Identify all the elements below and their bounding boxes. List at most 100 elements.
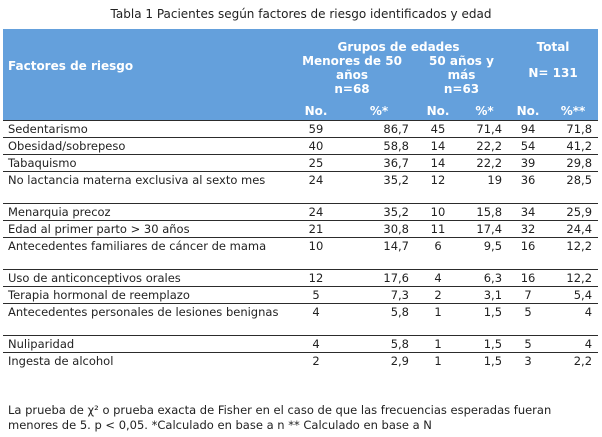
risk-factor-label: Obesidad/sobrepeso [3, 137, 289, 155]
table-row: Terapia hormonal de reemplazo 5 7,3 2 3,1 7 5,… [3, 286, 599, 304]
header-no: No. [508, 102, 549, 121]
percent-cell: 12,2 [548, 237, 599, 270]
count-cell: 1 [415, 303, 461, 336]
count-cell: 14 [415, 154, 461, 172]
percent-cell: 6,3 [461, 269, 509, 287]
percent-cell: 4 [548, 335, 599, 353]
percent-cell: 7,3 [343, 286, 415, 304]
percent-cell: 29,8 [548, 154, 599, 172]
percent-cell: 17,4 [461, 220, 509, 238]
count-cell: 24 [289, 203, 343, 221]
header-total: Total [508, 29, 599, 54]
count-cell: 12 [289, 269, 343, 287]
percent-cell: 58,8 [343, 137, 415, 155]
percent-cell: 22,2 [461, 154, 509, 172]
count-cell: 94 [508, 120, 549, 138]
table-row: Nuliparidad 4 5,8 1 1,5 5 4 [3, 335, 599, 353]
percent-cell: 5,8 [343, 303, 415, 336]
count-cell: 32 [508, 220, 549, 238]
count-cell: 16 [508, 237, 549, 270]
table-row: Tabaquismo 25 36,7 14 22,2 39 29,8 [3, 154, 599, 172]
table-row: Antecedentes personales de lesiones beni… [3, 303, 599, 336]
count-cell: 45 [415, 120, 461, 138]
count-cell: 11 [415, 220, 461, 238]
count-cell: 12 [415, 171, 461, 204]
table-caption: Tabla 1 Pacientes según factores de ries… [110, 7, 492, 21]
count-cell: 3 [508, 352, 549, 370]
count-cell: 1 [415, 335, 461, 353]
count-cell: 2 [415, 286, 461, 304]
percent-cell: 36,7 [343, 154, 415, 172]
percent-cell: 41,2 [548, 137, 599, 155]
count-cell: 10 [415, 203, 461, 221]
count-cell: 39 [508, 154, 549, 172]
risk-factors-table: Factores de riesgo Grupos de edades Tota… [3, 29, 599, 370]
header-pct: %* [461, 102, 509, 121]
count-cell: 16 [508, 269, 549, 287]
count-cell: 1 [415, 352, 461, 370]
count-cell: 4 [289, 303, 343, 336]
header-blank [3, 102, 289, 121]
header-risk-factors: Factores de riesgo [3, 29, 289, 102]
count-cell: 14 [415, 137, 461, 155]
count-cell: 7 [508, 286, 549, 304]
table-row: Menarquia precoz 24 35,2 10 15,8 34 25,9 [3, 203, 599, 221]
risk-factor-label: Antecedentes personales de lesiones beni… [3, 303, 289, 336]
risk-factor-label: Tabaquismo [3, 154, 289, 172]
header-no: No. [289, 102, 343, 121]
percent-cell: 14,7 [343, 237, 415, 270]
percent-cell: 35,2 [343, 171, 415, 204]
risk-factor-label: Uso de anticonceptivos orales [3, 269, 289, 287]
header-age-groups: Grupos de edades [289, 29, 509, 54]
count-cell: 2 [289, 352, 343, 370]
percent-cell: 5,8 [343, 335, 415, 353]
percent-cell: 3,1 [461, 286, 509, 304]
table-row: Obesidad/sobrepeso 40 58,8 14 22,2 54 41,2 [3, 137, 599, 155]
count-cell: 6 [415, 237, 461, 270]
risk-factor-label: Antecedentes familiares de cáncer de mam… [3, 237, 289, 270]
count-cell: 36 [508, 171, 549, 204]
table-row: Antecedentes familiares de cáncer de mam… [3, 237, 599, 270]
count-cell: 10 [289, 237, 343, 270]
percent-cell: 28,5 [548, 171, 599, 204]
risk-factor-label: Menarquia precoz [3, 203, 289, 221]
percent-cell: 17,6 [343, 269, 415, 287]
header-group-50-plus: 50 años y más n=63 [415, 54, 509, 102]
percent-cell: 12,2 [548, 269, 599, 287]
risk-factor-label: Ingesta de alcohol [3, 352, 289, 370]
header-pct-total: %** [548, 102, 599, 121]
percent-cell: 35,2 [343, 203, 415, 221]
percent-cell: 1,5 [461, 303, 509, 336]
risk-factor-label: Sedentarismo [3, 120, 289, 138]
percent-cell: 1,5 [461, 335, 509, 353]
count-cell: 40 [289, 137, 343, 155]
percent-cell: 4 [548, 303, 599, 336]
count-cell: 21 [289, 220, 343, 238]
risk-factor-label: Nuliparidad [3, 335, 289, 353]
risk-factor-label: No lactancia materna exclusiva al sexto … [3, 171, 289, 204]
count-cell: 4 [415, 269, 461, 287]
percent-cell: 9,5 [461, 237, 509, 270]
percent-cell: 25,9 [548, 203, 599, 221]
header-pct: %* [343, 102, 415, 121]
percent-cell: 24,4 [548, 220, 599, 238]
risk-factor-label: Terapia hormonal de reemplazo [3, 286, 289, 304]
count-cell: 5 [508, 335, 549, 353]
count-cell: 34 [508, 203, 549, 221]
count-cell: 24 [289, 171, 343, 204]
count-cell: 25 [289, 154, 343, 172]
percent-cell: 5,4 [548, 286, 599, 304]
risk-factor-label: Edad al primer parto > 30 años [3, 220, 289, 238]
count-cell: 5 [289, 286, 343, 304]
table-row: Edad al primer parto > 30 años 21 30,8 11 17… [3, 220, 599, 238]
table-footnote: La prueba de χ² o prueba exacta de Fishe… [8, 403, 552, 432]
table-row: No lactancia materna exclusiva al sexto … [3, 171, 599, 204]
percent-cell: 22,2 [461, 137, 509, 155]
percent-cell: 19 [461, 171, 509, 204]
percent-cell: 1,5 [461, 352, 509, 370]
table-row: Ingesta de alcohol 2 2,9 1 1,5 3 2,2 [3, 352, 599, 370]
count-cell: 4 [289, 335, 343, 353]
count-cell: 59 [289, 120, 343, 138]
table-row: Uso de anticonceptivos orales 12 17,6 4 6,3 1… [3, 269, 599, 287]
header-group-under-50: Menores de 50 años n=68 [289, 54, 415, 102]
